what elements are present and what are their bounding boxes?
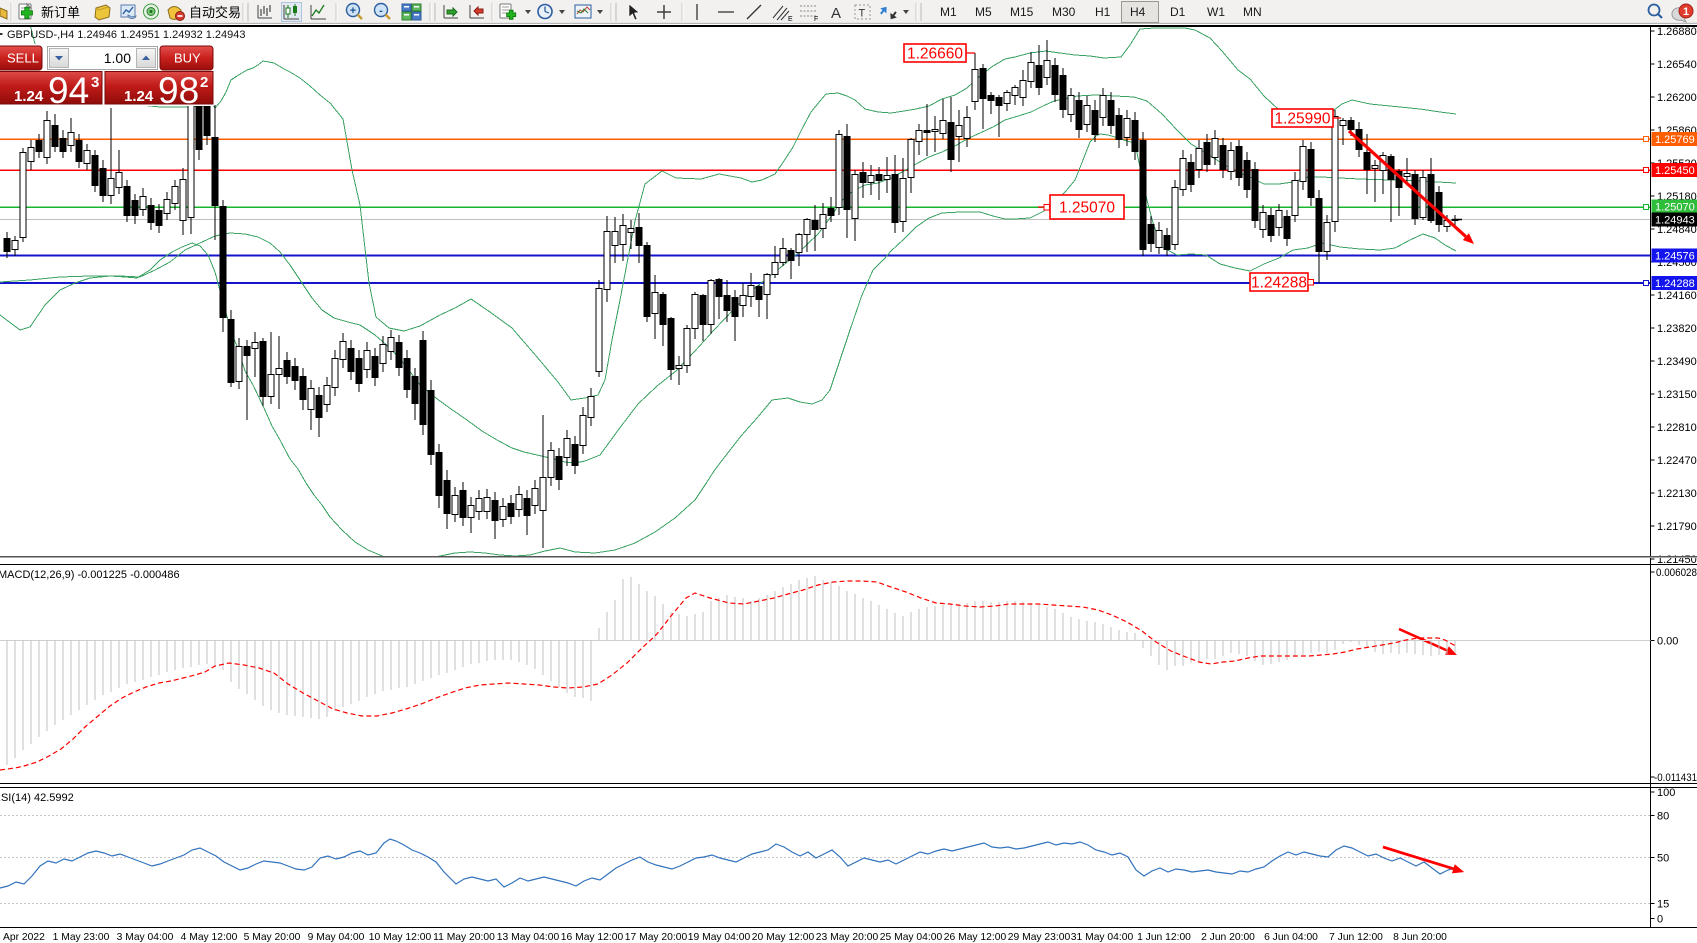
- svg-text:MN: MN: [1243, 5, 1262, 19]
- svg-text:SELL: SELL: [7, 51, 39, 66]
- svg-text:10 May 12:00: 10 May 12:00: [369, 932, 432, 943]
- svg-text:1.25450: 1.25450: [1655, 165, 1695, 177]
- svg-text:4 May 12:00: 4 May 12:00: [181, 932, 238, 943]
- svg-text:1.24943: 1.24943: [1655, 215, 1695, 227]
- svg-text:13 May 04:00: 13 May 04:00: [497, 932, 560, 943]
- svg-text:1.23820: 1.23820: [1657, 323, 1697, 335]
- svg-text:94: 94: [48, 70, 89, 111]
- svg-text:1.25070: 1.25070: [1655, 202, 1695, 214]
- svg-text:1: 1: [1683, 6, 1689, 18]
- svg-text:H4: H4: [1130, 5, 1146, 19]
- svg-text:50: 50: [1657, 853, 1669, 865]
- svg-text:2: 2: [200, 74, 208, 91]
- svg-text:1.26200: 1.26200: [1657, 92, 1697, 104]
- svg-text:25 May 04:00: 25 May 04:00: [880, 932, 943, 943]
- svg-text:1.26540: 1.26540: [1657, 59, 1697, 71]
- svg-text:T: T: [859, 8, 866, 20]
- svg-text:1.24: 1.24: [124, 88, 154, 105]
- svg-text:0.006028: 0.006028: [1656, 567, 1697, 579]
- svg-text:W1: W1: [1207, 5, 1225, 19]
- svg-text:M5: M5: [975, 5, 992, 19]
- svg-text:1.24160: 1.24160: [1657, 290, 1697, 302]
- svg-text:26 May 12:00: 26 May 12:00: [944, 932, 1007, 943]
- svg-text:3 May 04:00: 3 May 04:00: [117, 932, 174, 943]
- svg-text:H1: H1: [1095, 5, 1111, 19]
- svg-text:98: 98: [158, 70, 199, 111]
- svg-text:1.23490: 1.23490: [1657, 356, 1697, 368]
- svg-text:11 May 20:00: 11 May 20:00: [433, 932, 495, 943]
- svg-text:1.26660: 1.26660: [907, 46, 963, 63]
- svg-text:A: A: [831, 5, 841, 22]
- svg-text:-0.011431: -0.011431: [1654, 772, 1697, 784]
- svg-text:F: F: [814, 16, 818, 23]
- svg-text:Apr 2022: Apr 2022: [3, 932, 45, 943]
- svg-text:RSI(14) 42.5992: RSI(14) 42.5992: [0, 792, 74, 804]
- svg-text:1.24288: 1.24288: [1251, 275, 1307, 292]
- svg-text:E: E: [788, 16, 793, 23]
- svg-text:15: 15: [1657, 899, 1669, 911]
- svg-text:M15: M15: [1010, 5, 1034, 19]
- svg-text:自动交易: 自动交易: [189, 5, 241, 20]
- svg-text:1 Jun 12:00: 1 Jun 12:00: [1137, 932, 1191, 943]
- svg-text:BUY: BUY: [174, 51, 201, 66]
- svg-text:29 May 23:00: 29 May 23:00: [1008, 932, 1071, 943]
- svg-text:17 May 20:00: 17 May 20:00: [625, 932, 688, 943]
- svg-text:100: 100: [1657, 787, 1675, 799]
- svg-text:19 May 04:00: 19 May 04:00: [688, 932, 751, 943]
- svg-text:M30: M30: [1052, 5, 1076, 19]
- svg-text:8 Jun 20:00: 8 Jun 20:00: [1393, 932, 1447, 943]
- svg-text:2 Jun 20:00: 2 Jun 20:00: [1201, 932, 1255, 943]
- svg-text:20 May 12:00: 20 May 12:00: [752, 932, 815, 943]
- svg-text:1.24: 1.24: [14, 88, 44, 105]
- svg-text:D1: D1: [1170, 5, 1186, 19]
- svg-text:1.25990: 1.25990: [1274, 111, 1330, 128]
- svg-text:1.25769: 1.25769: [1655, 134, 1695, 146]
- svg-text:1.24288: 1.24288: [1655, 278, 1695, 290]
- svg-text:3: 3: [91, 74, 99, 91]
- svg-text:+: +: [350, 5, 356, 17]
- svg-text:5 May 20:00: 5 May 20:00: [244, 932, 301, 943]
- svg-text:23 May 20:00: 23 May 20:00: [816, 932, 879, 943]
- svg-text:1.22810: 1.22810: [1657, 422, 1697, 434]
- svg-text:M1: M1: [940, 5, 957, 19]
- svg-text:6 Jun 04:00: 6 Jun 04:00: [1264, 932, 1318, 943]
- svg-text:1.24576: 1.24576: [1655, 251, 1695, 263]
- svg-text:0.00: 0.00: [1657, 636, 1678, 648]
- svg-text:GBPUSD-,H4 1.24946 1.24951 1.: GBPUSD-,H4 1.24946 1.24951 1.24932 1.249…: [7, 29, 246, 41]
- svg-text:1.21790: 1.21790: [1657, 521, 1697, 533]
- svg-text:0: 0: [1657, 914, 1663, 926]
- svg-text:7 Jun 12:00: 7 Jun 12:00: [1329, 932, 1383, 943]
- svg-text:80: 80: [1657, 811, 1669, 823]
- svg-text:1.22130: 1.22130: [1657, 488, 1697, 500]
- svg-text:MACD(12,26,9) -0.001225 -0.000: MACD(12,26,9) -0.001225 -0.000486: [0, 569, 180, 581]
- svg-text:1.25070: 1.25070: [1059, 200, 1115, 217]
- svg-text:1 May 23:00: 1 May 23:00: [53, 932, 110, 943]
- svg-text:1.24840: 1.24840: [1657, 224, 1697, 236]
- svg-text:1.26880: 1.26880: [1657, 26, 1697, 38]
- svg-text:16 May 12:00: 16 May 12:00: [561, 932, 624, 943]
- svg-text:31 May 04:00: 31 May 04:00: [1071, 932, 1134, 943]
- svg-text:1.22470: 1.22470: [1657, 455, 1697, 467]
- svg-text:1.00: 1.00: [104, 50, 131, 66]
- svg-text:-: -: [379, 5, 383, 17]
- svg-text:1.23150: 1.23150: [1657, 389, 1697, 401]
- svg-text:9 May 04:00: 9 May 04:00: [308, 932, 365, 943]
- svg-text:新订单: 新订单: [41, 5, 80, 20]
